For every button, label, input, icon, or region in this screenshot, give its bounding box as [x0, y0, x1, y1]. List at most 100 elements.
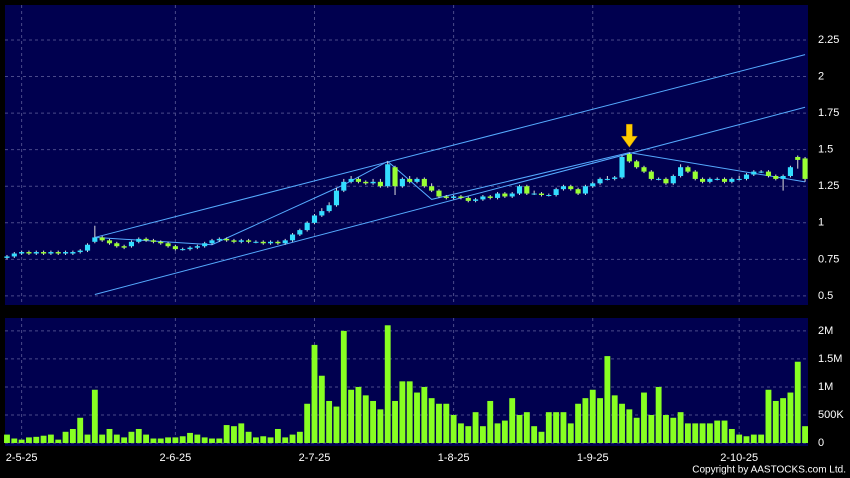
candle-body	[670, 175, 676, 184]
candle-body	[560, 186, 567, 190]
volume-bar	[597, 398, 603, 443]
candle-body	[311, 215, 318, 223]
volume-bar	[318, 375, 325, 443]
candle-body	[700, 178, 706, 182]
y-tick-label: 0.5	[818, 290, 833, 302]
volume-bar	[340, 330, 347, 443]
candle-body	[99, 237, 105, 241]
candle-body	[546, 195, 552, 197]
candle-body	[282, 240, 288, 244]
volume-bar	[545, 412, 552, 443]
volume-bar	[157, 438, 164, 443]
volume-bar	[706, 423, 713, 443]
candle-body	[597, 178, 603, 184]
candle-body	[202, 243, 208, 247]
candle-body	[780, 175, 786, 179]
x-tick-label: 1-8-25	[438, 452, 470, 464]
candle-body	[773, 175, 779, 179]
y-tick-label: 1M	[818, 381, 833, 393]
volume-bar	[450, 414, 457, 443]
candle-body	[231, 240, 237, 242]
candle-body	[634, 161, 640, 168]
candle-body	[209, 240, 215, 244]
candle-body	[575, 189, 581, 194]
y-tick-label: 1.5	[818, 144, 833, 156]
volume-bar	[113, 434, 120, 443]
candle-body	[736, 178, 742, 180]
candle-body	[568, 186, 574, 190]
volume-bar	[84, 434, 91, 443]
x-tick-label: 2-5-25	[6, 452, 38, 464]
candle-body	[77, 250, 83, 253]
candle-body	[494, 193, 501, 198]
candle-body	[619, 156, 625, 178]
volume-bar	[428, 398, 435, 443]
candle-body	[721, 178, 728, 182]
volume-bar	[794, 361, 801, 443]
volume-bar	[362, 395, 369, 443]
volume-bar	[69, 428, 76, 443]
y-tick-label: 2	[818, 70, 824, 82]
candle-body	[429, 186, 435, 191]
volume-bar	[77, 417, 84, 443]
candle-body	[48, 252, 54, 254]
candle-body	[268, 241, 274, 244]
volume-bar	[238, 423, 245, 443]
volume-bar	[582, 398, 589, 443]
volume-bar	[384, 325, 391, 443]
y-tick-label: 1.25	[818, 180, 839, 192]
volume-bar	[377, 409, 384, 443]
volume-bar	[194, 434, 201, 443]
volume-bar	[641, 392, 647, 443]
y-tick-label: 500K	[818, 409, 844, 421]
volume-bar	[567, 423, 574, 443]
trendline	[94, 106, 806, 295]
volume-bar	[406, 381, 413, 443]
volume-bar	[172, 437, 179, 443]
candle-body	[407, 178, 413, 182]
candle-body	[275, 241, 281, 244]
candle-body	[751, 171, 757, 175]
candle-body	[663, 178, 669, 184]
candle-body	[304, 222, 310, 231]
volume-bar	[355, 386, 362, 443]
volume-bar	[626, 409, 633, 443]
volume-bar	[55, 439, 62, 443]
volume-bar	[26, 437, 32, 443]
volume-bar	[538, 431, 545, 443]
candle-body	[224, 238, 230, 241]
candle-body	[590, 183, 596, 187]
volume-bar	[143, 434, 150, 443]
candle-body	[333, 190, 340, 206]
volume-bar	[165, 437, 171, 443]
volume-bar	[128, 431, 135, 443]
volume-bar	[260, 436, 267, 443]
candle-body	[626, 154, 632, 162]
candle-body	[121, 246, 127, 248]
candle-body	[165, 243, 171, 247]
candle-body	[385, 164, 391, 187]
x-tick-label: 2-10-25	[720, 452, 758, 464]
candle-body	[326, 205, 332, 212]
y-tick-label: 1	[818, 217, 824, 229]
candle-body	[509, 193, 515, 197]
volume-bar	[509, 398, 516, 443]
candle-body	[795, 156, 801, 160]
volume-bar	[231, 426, 237, 443]
volume-bar	[721, 420, 728, 443]
volume-bar	[33, 436, 40, 443]
candle-body	[714, 178, 720, 180]
candle-body	[106, 240, 113, 244]
volume-bar	[699, 423, 706, 443]
volume-bar	[135, 428, 142, 443]
candle-body	[641, 167, 647, 172]
volume-bar	[531, 426, 538, 443]
candle-body	[707, 178, 713, 182]
y-tick-label: 1.5M	[818, 353, 842, 365]
volume-bar	[274, 428, 281, 443]
volume-bar	[750, 434, 757, 443]
volume-bar	[245, 431, 252, 443]
candle-body	[62, 252, 69, 254]
candle-body	[473, 199, 479, 201]
